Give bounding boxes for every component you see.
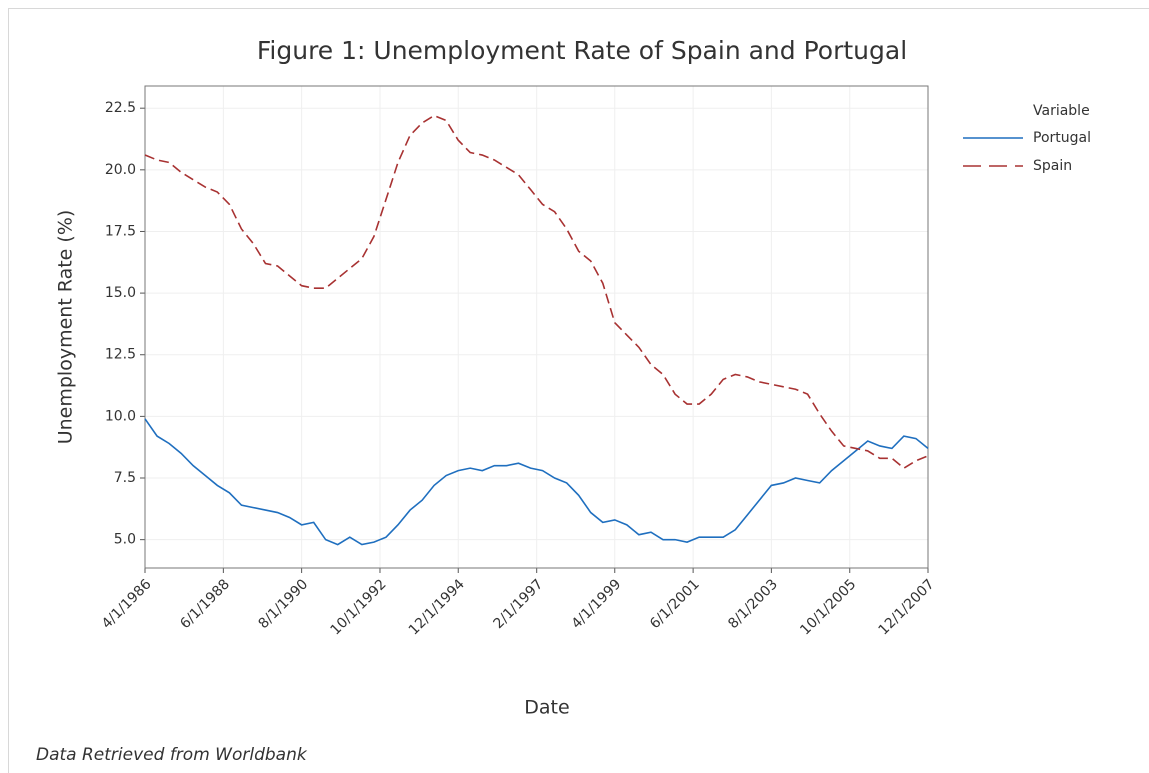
y-tick-label: 12.5 <box>105 347 136 363</box>
x-tick-label: 8/1/2003 <box>725 576 781 632</box>
data-line <box>144 418 929 546</box>
data-line <box>144 114 929 470</box>
x-tick-label: 6/1/1988 <box>177 576 233 632</box>
y-axis-label: Unemployment Rate (%) <box>55 210 77 445</box>
y-tick-label: 10.0 <box>105 408 136 424</box>
y-tick-label: 15.0 <box>105 285 136 301</box>
x-tick-label: 12/1/1994 <box>406 576 468 638</box>
y-tick-label: 17.5 <box>105 223 136 239</box>
plot-border <box>144 85 929 569</box>
source-note: Data Retrieved from Worldbank <box>36 745 308 765</box>
x-tick-label: 10/1/2005 <box>797 576 859 638</box>
x-axis-label: Date <box>524 697 569 719</box>
x-tick-label: 10/1/1992 <box>328 576 390 638</box>
y-tick-label: 22.5 <box>105 100 136 116</box>
frame <box>8 8 1149 773</box>
legend-label: Spain <box>1033 158 1072 174</box>
chart-title: Figure 1: Unemployment Rate of Spain and… <box>257 36 907 65</box>
x-tick-label: 6/1/2001 <box>647 576 703 632</box>
x-tick-label: 8/1/1990 <box>255 576 311 632</box>
legend-label: Portugal <box>1033 130 1091 146</box>
legend-title: Variable <box>1033 103 1090 119</box>
x-tick-label: 2/1/1997 <box>491 576 547 632</box>
x-tick-label: 12/1/2007 <box>876 576 938 638</box>
x-tick-label: 4/1/1999 <box>569 576 625 632</box>
y-tick-label: 5.0 <box>114 532 136 548</box>
y-tick-label: 7.5 <box>114 470 136 486</box>
y-tick-label: 20.0 <box>105 162 136 178</box>
x-tick-label: 4/1/1986 <box>99 576 155 632</box>
